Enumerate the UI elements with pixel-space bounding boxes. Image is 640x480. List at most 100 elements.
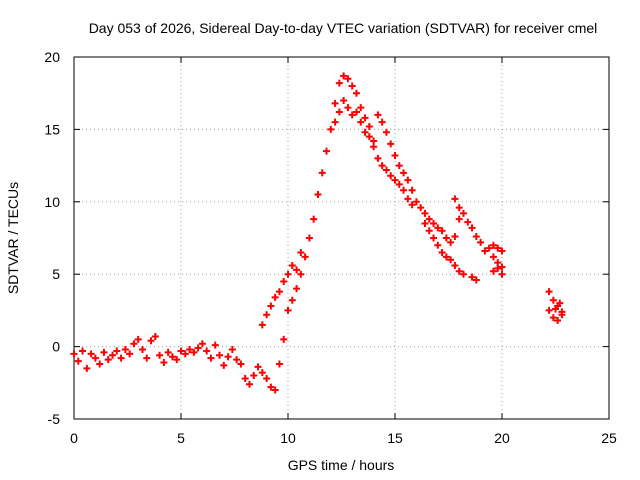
data-point xyxy=(498,270,506,278)
data-point xyxy=(228,345,236,353)
data-point xyxy=(113,347,121,355)
x-tick-label: 20 xyxy=(494,430,510,446)
data-point xyxy=(190,348,198,356)
data-point xyxy=(455,267,463,275)
data-point xyxy=(301,253,309,261)
data-point xyxy=(233,356,241,364)
data-point xyxy=(160,359,168,367)
data-point xyxy=(464,218,472,226)
chart-title: Day 053 of 2026, Sidereal Day-to-day VTE… xyxy=(89,20,598,36)
data-point xyxy=(468,273,476,281)
data-point xyxy=(168,353,176,361)
data-point xyxy=(288,262,296,270)
x-tick-label: 0 xyxy=(70,430,78,446)
y-tick-label: 20 xyxy=(44,49,60,65)
data-point xyxy=(258,369,266,377)
data-point xyxy=(305,234,313,242)
data-point xyxy=(408,201,416,209)
data-point xyxy=(442,234,450,242)
data-point xyxy=(331,99,339,107)
data-point xyxy=(434,241,442,249)
data-point xyxy=(455,204,463,212)
data-point xyxy=(267,383,275,391)
x-tick-label: 10 xyxy=(280,430,296,446)
data-point xyxy=(459,270,467,278)
data-point xyxy=(549,296,557,304)
data-point xyxy=(177,347,185,355)
data-point xyxy=(314,191,322,199)
data-point xyxy=(494,244,502,252)
data-point xyxy=(198,340,206,348)
data-point xyxy=(109,351,117,359)
data-point xyxy=(100,348,108,356)
data-point xyxy=(263,311,271,319)
data-point xyxy=(138,345,146,353)
data-point xyxy=(357,118,365,126)
tick-layer: 0 5 10 15 20 25 -5 0 5 10 15 20 xyxy=(44,49,617,446)
data-point xyxy=(425,227,433,235)
data-point xyxy=(83,364,91,372)
data-point xyxy=(489,241,497,249)
data-point xyxy=(79,347,87,355)
data-point xyxy=(391,176,399,184)
data-point xyxy=(472,233,480,241)
data-point xyxy=(494,264,502,272)
data-point xyxy=(263,374,271,382)
data-point xyxy=(378,162,386,170)
data-point xyxy=(451,233,459,241)
data-point xyxy=(318,169,326,177)
data-point xyxy=(455,215,463,223)
data-point xyxy=(74,357,82,365)
data-point xyxy=(173,356,181,364)
data-point xyxy=(447,238,455,246)
data-point xyxy=(556,299,564,307)
data-points xyxy=(70,72,566,394)
data-point xyxy=(404,195,412,203)
data-point xyxy=(340,96,348,104)
data-point xyxy=(348,82,356,90)
data-point xyxy=(267,302,275,310)
data-point xyxy=(297,270,305,278)
data-point xyxy=(241,374,249,382)
y-tick-label: 10 xyxy=(44,194,60,210)
data-point xyxy=(545,306,553,314)
data-point xyxy=(327,125,335,133)
data-point xyxy=(220,361,228,369)
data-point xyxy=(156,351,164,359)
data-point xyxy=(91,354,99,362)
data-point xyxy=(421,209,429,217)
data-point xyxy=(498,247,506,255)
data-point xyxy=(400,169,408,177)
data-point xyxy=(310,215,318,223)
x-tick-label: 25 xyxy=(601,430,617,446)
data-point xyxy=(134,335,142,343)
data-point xyxy=(408,186,416,194)
x-axis-label: GPS time / hours xyxy=(288,457,395,473)
data-point xyxy=(104,356,112,364)
data-point xyxy=(468,224,476,232)
data-point xyxy=(459,209,467,217)
data-point xyxy=(352,89,360,97)
y-tick-label: 0 xyxy=(52,339,60,355)
data-point xyxy=(545,288,553,296)
data-point xyxy=(370,143,378,151)
data-point xyxy=(258,321,266,329)
data-point xyxy=(203,347,211,355)
data-point xyxy=(361,114,369,122)
data-point xyxy=(481,247,489,255)
data-point xyxy=(417,204,425,212)
data-point xyxy=(558,311,566,319)
data-point xyxy=(284,270,292,278)
data-point xyxy=(130,340,138,348)
data-point xyxy=(323,147,331,155)
data-point xyxy=(442,253,450,261)
data-point xyxy=(451,195,459,203)
data-point xyxy=(211,341,219,349)
data-point xyxy=(143,354,151,362)
data-point xyxy=(549,314,557,322)
data-point xyxy=(387,172,395,180)
data-point xyxy=(404,176,412,184)
data-point xyxy=(344,104,352,112)
grid-layer xyxy=(74,57,609,419)
